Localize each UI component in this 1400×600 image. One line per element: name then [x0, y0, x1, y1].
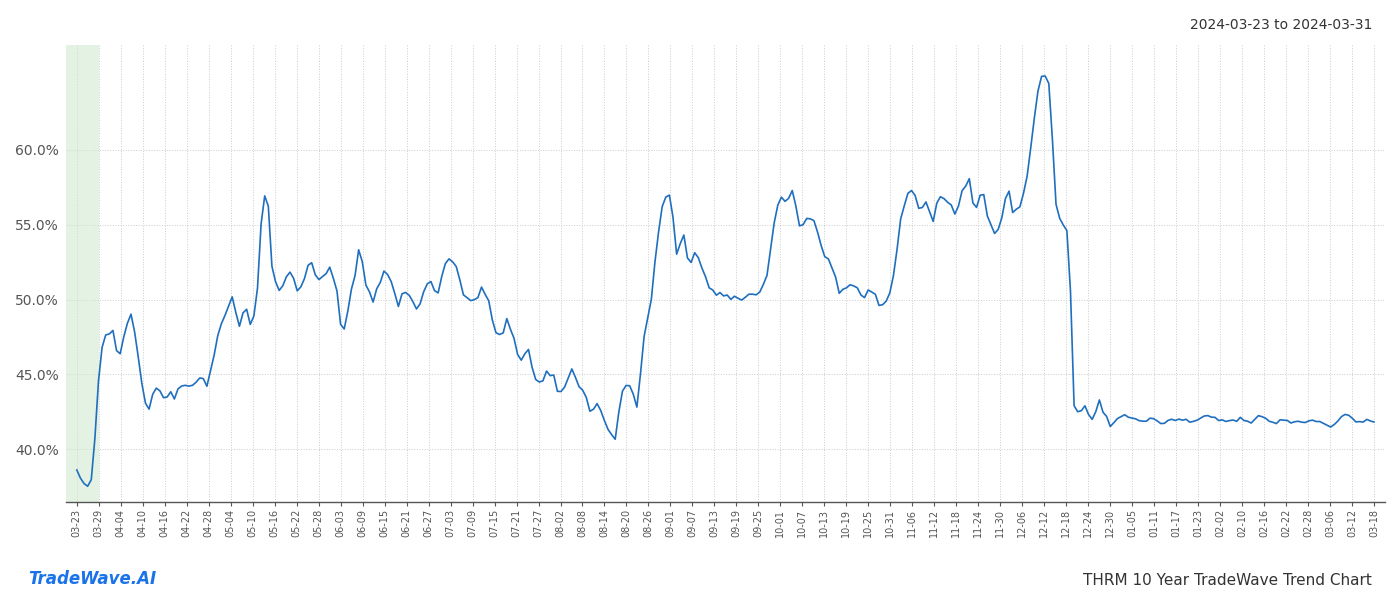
- Bar: [66, 45, 99, 502]
- Text: TradeWave.AI: TradeWave.AI: [28, 570, 157, 588]
- Text: THRM 10 Year TradeWave Trend Chart: THRM 10 Year TradeWave Trend Chart: [1084, 573, 1372, 588]
- Text: 2024-03-23 to 2024-03-31: 2024-03-23 to 2024-03-31: [1190, 18, 1372, 32]
